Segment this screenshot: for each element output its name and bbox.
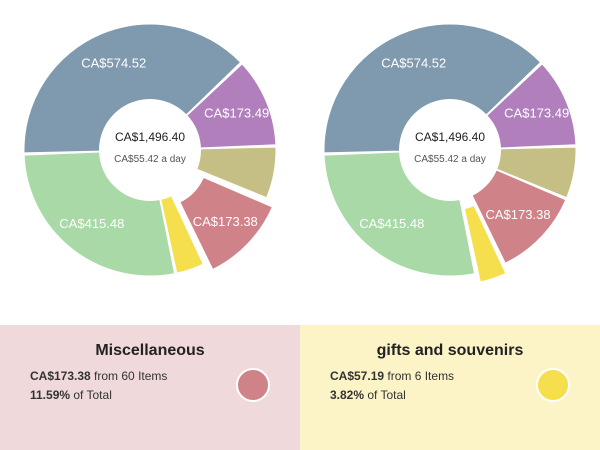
category-percent: 3.82%	[330, 388, 365, 402]
donut-slice[interactable]	[462, 203, 508, 284]
slice-value-label: CA$415.48	[59, 216, 124, 231]
slice-value-label: CA$173.49	[204, 106, 269, 121]
slice-value-label: CA$415.48	[359, 216, 424, 231]
total-amount: CA$1,496.40	[115, 130, 185, 144]
daily-average: CA$55.42 a day	[114, 154, 186, 165]
category-percent-suffix: of Total	[364, 388, 406, 402]
category-amount: CA$173.38	[30, 369, 91, 383]
daily-average: CA$55.42 a day	[414, 154, 486, 165]
donut-center-hole	[399, 99, 501, 201]
category-percent: 11.59%	[30, 388, 71, 402]
category-detail-miscellaneous[interactable]: Miscellaneous CA$173.38 from 60 Items 11…	[0, 325, 300, 450]
category-detail-gifts-and-souvenirs[interactable]: gifts and souvenirs CA$57.19 from 6 Item…	[300, 325, 600, 450]
slice-value-label: CA$574.52	[81, 55, 146, 70]
donut-center-hole	[99, 99, 201, 201]
category-title: Miscellaneous	[95, 342, 205, 359]
donut-chart-left[interactable]: CA$1,496.40 CA$55.42 a day CA$574.52 CA$1…	[0, 0, 300, 300]
slice-value-label: CA$574.52	[381, 55, 446, 70]
category-percent-line: 11.59% of Total	[30, 388, 112, 402]
category-amount-line: CA$57.19 from 6 Items	[330, 369, 454, 383]
category-items-count: from 6 Items	[384, 369, 455, 383]
total-amount: CA$1,496.40	[415, 130, 485, 144]
slice-value-label: CA$173.38	[486, 207, 551, 222]
category-percent-line: 3.82% of Total	[330, 388, 406, 402]
donut-chart-right-svg[interactable]: CA$1,496.40 CA$55.42 a day CA$574.52 CA$1…	[300, 0, 600, 300]
slice-value-label: CA$173.38	[193, 214, 258, 229]
category-amount: CA$57.19	[330, 369, 385, 383]
category-percent-suffix: of Total	[70, 388, 112, 402]
category-amount-line: CA$173.38 from 60 Items	[30, 369, 167, 383]
donut-slice[interactable]	[177, 175, 275, 272]
slice-value-label: CA$173.49	[504, 106, 569, 121]
category-color-dot	[236, 368, 270, 402]
category-items-count: from 60 Items	[90, 369, 168, 383]
donut-chart-right[interactable]: CA$1,496.40 CA$55.42 a day CA$574.52 CA$1…	[300, 0, 600, 300]
category-color-dot	[536, 368, 570, 402]
category-title: gifts and souvenirs	[376, 342, 524, 359]
donut-chart-left-svg[interactable]: CA$1,496.40 CA$55.42 a day CA$574.52 CA$1…	[0, 0, 300, 300]
